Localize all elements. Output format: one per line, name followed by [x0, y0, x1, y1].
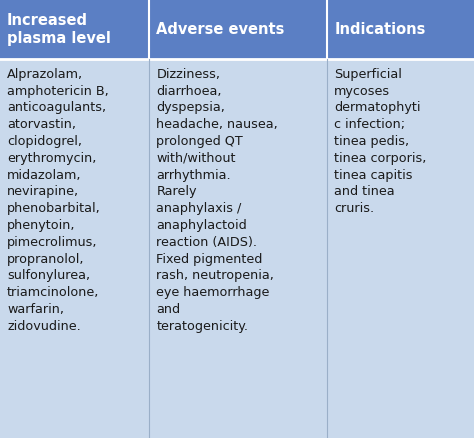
Text: Increased
plasma level: Increased plasma level [7, 13, 111, 46]
Bar [0, 59, 474, 438]
Bar [0, 0, 474, 59]
Text: Dizziness,
diarrhoea,
dyspepsia,
headache, nausea,
prolonged QT
with/without
arr: Dizziness, diarrhoea, dyspepsia, headach… [156, 68, 278, 333]
Text: Indications: Indications [334, 22, 426, 37]
Text: Alprazolam,
amphotericin B,
anticoagulants,
atorvastin,
clopidogrel,
erythromyci: Alprazolam, amphotericin B, anticoagulan… [7, 68, 109, 333]
Text: Adverse events: Adverse events [156, 22, 285, 37]
Text: Superficial
mycoses
dermatophyti
c infection;
tinea pedis,
tinea corporis,
tinea: Superficial mycoses dermatophyti c infec… [334, 68, 427, 215]
